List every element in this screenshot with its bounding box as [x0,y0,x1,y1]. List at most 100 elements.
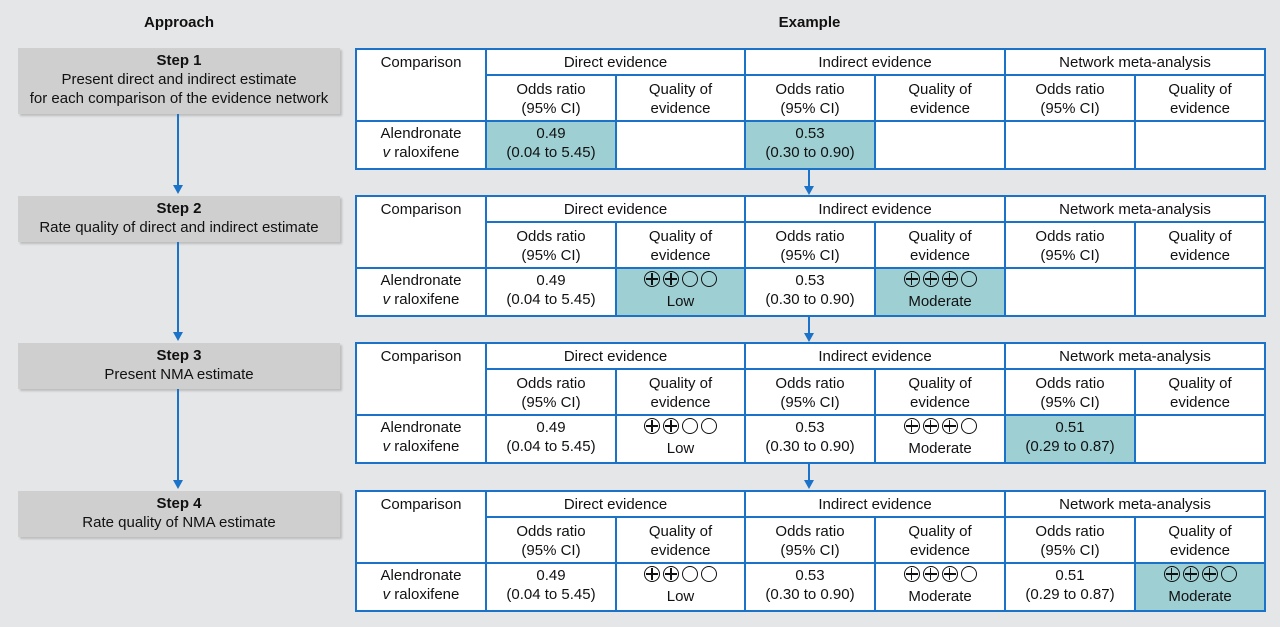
quality-header: Quality of evidence [874,516,1007,564]
odds-ratio-header: Odds ratio (95% CI) [1004,368,1137,416]
example-table-step-3: Comparison Direct evidence Indirect eviden… [355,342,1267,464]
example-table-step-4: Comparison Direct evidence Indirect eviden… [355,490,1267,612]
comparison-cell: Alendronate v raloxifene [355,562,487,612]
quality-header: Quality of evidence [874,74,1007,122]
quality-cell [1134,414,1267,464]
quality-label: Low [666,440,695,457]
odds-ratio-header: Odds ratio (95% CI) [485,74,617,122]
table-connector-line [808,315,810,333]
table-connector-line [808,168,810,186]
quality-rating-icon [903,271,977,287]
confidence-interval: (0.30 to 0.90) [765,291,855,308]
quality-header: Quality of evidence [1134,368,1267,416]
confidence-interval: (0.04 to 5.45) [506,438,596,455]
quality-header: Quality of evidence [874,221,1007,269]
circle-empty-icon [701,418,717,434]
comparison-header: Comparison [355,490,487,564]
step-text: Present NMA estimate [104,366,254,383]
table-connector-line [808,462,810,481]
circle-plus-icon [663,566,679,582]
circle-plus-icon [1163,566,1180,582]
quality-cell: Low [614,414,747,464]
confidence-interval: (0.04 to 5.45) [506,291,596,308]
odds-ratio-header: Odds ratio (95% CI) [1004,516,1137,564]
indirect-evidence-header: Indirect evidence [744,48,1007,76]
step-text: Present direct and indirect estimate [61,71,297,88]
odds-ratio-cell: 0.53 (0.30 to 0.90) [744,120,877,170]
circle-plus-icon [903,418,920,434]
quality-cell [614,120,747,170]
odds-ratio-cell: 0.49 (0.04 to 5.45) [485,562,617,612]
circle-plus-icon [941,271,958,287]
confidence-interval: (0.04 to 5.45) [506,586,596,603]
circle-empty-icon [682,566,698,582]
odds-ratio-cell: 0.49 (0.04 to 5.45) [485,120,617,170]
confidence-interval: (0.29 to 0.87) [1025,586,1115,603]
step-3-box: Step 3 Present NMA estimate [18,343,340,389]
circle-empty-icon [682,418,698,434]
quality-cell: Moderate [874,414,1007,464]
odds-ratio-value: 0.49 [536,419,566,436]
flow-arrowhead-icon [173,185,183,194]
confidence-interval: (0.30 to 0.90) [765,438,855,455]
indirect-evidence-header: Indirect evidence [744,342,1007,370]
odds-ratio-cell: 0.51 (0.29 to 0.87) [1004,562,1137,612]
circle-plus-icon [644,271,660,287]
quality-cell: Moderate [1134,562,1267,612]
step-text: for each comparison of the evidence netw… [29,90,329,107]
odds-ratio-header: Odds ratio (95% CI) [744,516,877,564]
flow-arrow-line [177,242,179,333]
nma-header: Network meta-analysis [1004,48,1267,76]
circle-empty-icon [960,566,977,582]
table-connector-arrowhead-icon [804,333,814,342]
odds-ratio-header: Odds ratio (95% CI) [485,516,617,564]
circle-empty-icon [701,271,717,287]
circle-empty-icon [701,566,717,582]
table-connector-arrowhead-icon [804,186,814,195]
odds-ratio-header: Odds ratio (95% CI) [1004,221,1137,269]
circle-plus-icon [922,418,939,434]
confidence-interval: (0.04 to 5.45) [506,144,596,161]
circle-empty-icon [1220,566,1237,582]
circle-plus-icon [663,418,679,434]
odds-ratio-cell: 0.53 (0.30 to 0.90) [744,267,877,317]
quality-rating-icon [903,566,977,582]
quality-header: Quality of evidence [1134,221,1267,269]
direct-evidence-header: Direct evidence [484,490,747,518]
flow-arrow-line [177,114,179,186]
comparison-header: Comparison [355,342,487,416]
odds-ratio-value: 0.51 [1055,567,1085,584]
quality-label: Moderate [908,293,972,310]
odds-ratio-header: Odds ratio (95% CI) [744,221,877,269]
odds-ratio-header: Odds ratio (95% CI) [1004,74,1137,122]
odds-ratio-value: 0.53 [795,125,825,142]
circle-empty-icon [960,271,977,287]
comparison-header: Comparison [355,48,487,122]
step-title: Step 3 [156,347,202,364]
step-text: Rate quality of NMA estimate [82,514,276,531]
direct-evidence-header: Direct evidence [484,195,747,223]
odds-ratio-header: Odds ratio (95% CI) [485,368,617,416]
quality-rating-icon [644,566,717,582]
approach-heading: Approach [143,14,214,31]
confidence-interval: (0.29 to 0.87) [1025,438,1115,455]
example-heading: Example [778,14,841,31]
quality-rating-icon [903,418,977,434]
quality-label: Low [666,588,695,605]
quality-cell: Low [614,562,747,612]
step-title: Step 1 [156,52,202,69]
quality-cell: Low [614,267,747,317]
circle-plus-icon [1182,566,1199,582]
quality-label: Moderate [908,440,972,457]
comparison-cell: Alendronate v raloxifene [355,414,487,464]
circle-empty-icon [960,418,977,434]
quality-cell: Moderate [874,562,1007,612]
circle-plus-icon [1201,566,1218,582]
quality-header: Quality of evidence [874,368,1007,416]
odds-ratio-cell: 0.51 (0.29 to 0.87) [1004,414,1137,464]
quality-header: Quality of evidence [1134,74,1267,122]
table-connector-arrowhead-icon [804,480,814,489]
step-2-box: Step 2 Rate quality of direct and indire… [18,196,340,242]
odds-ratio-cell: 0.49 (0.04 to 5.45) [485,414,617,464]
circle-empty-icon [682,271,698,287]
